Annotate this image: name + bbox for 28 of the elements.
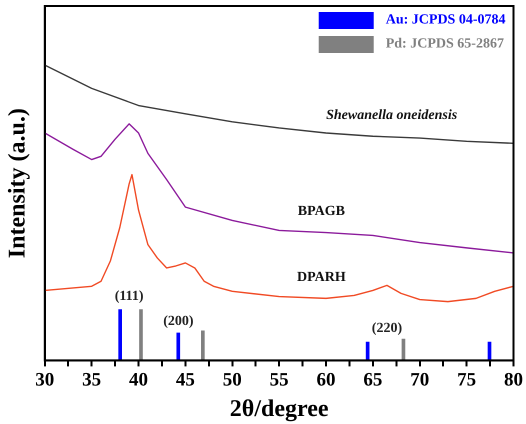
x-tick-label: 70	[410, 370, 430, 391]
legend-label: Au: JCPDS 04-0784	[386, 12, 506, 28]
series-label: Shewanella oneidensis	[326, 108, 458, 123]
x-tick-label: 80	[504, 370, 523, 391]
x-tick-label: 75	[457, 370, 476, 391]
x-tick-label: 35	[82, 370, 102, 391]
x-tick-label: 60	[316, 370, 336, 391]
legend-label: Pd: JCPDS 65-2867	[386, 36, 504, 52]
x-tick-label: 50	[222, 370, 242, 391]
bar	[402, 338, 406, 360]
bar	[139, 309, 143, 360]
x-tick-label: 30	[35, 370, 54, 391]
y-axis-title: Intensity (a.u.)	[4, 108, 31, 258]
annotation: (220)	[372, 321, 402, 336]
x-tick-label: 65	[363, 370, 382, 391]
bar	[366, 342, 370, 360]
bar	[201, 330, 205, 360]
x-tick-label: 45	[176, 370, 195, 391]
x-tick-label: 40	[129, 370, 148, 391]
bar	[488, 342, 492, 360]
annotation: (111)	[114, 289, 144, 304]
series-label: BPAGB	[298, 204, 345, 220]
bar	[118, 309, 122, 360]
series-label: DPARH	[296, 270, 346, 285]
x-tick-label: 55	[270, 370, 289, 391]
x-axis-title: 2θ/degree	[230, 396, 329, 422]
annotation: (200)	[163, 314, 194, 330]
bar	[176, 332, 180, 360]
